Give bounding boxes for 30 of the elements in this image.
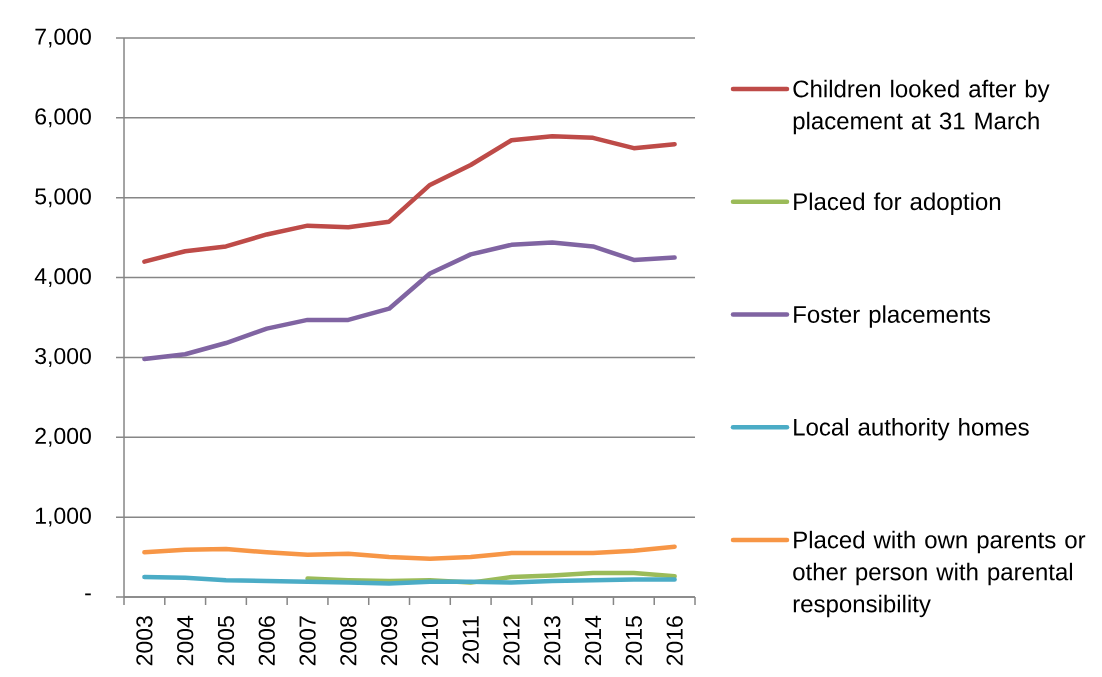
x-tick-label: 2007	[299, 616, 316, 666]
y-tick-label: 2,000	[35, 427, 91, 447]
y-tick-label: 6,000	[35, 108, 91, 128]
y-tick-label: 3,000	[35, 347, 91, 367]
y-tick-label: 1,000	[36, 507, 91, 527]
y-tick-label: 5,000	[35, 188, 91, 208]
line-series	[142, 133, 677, 264]
x-tick-label: 2011	[462, 616, 479, 664]
x-tick-label: 2003	[136, 616, 153, 666]
x-tick-label: 2005	[217, 616, 235, 666]
legend-label: Local authority homes	[794, 418, 1029, 441]
legend-label: Foster placements	[794, 305, 991, 328]
x-tick-label: 2009	[380, 616, 398, 666]
x-tick-label: 2015	[625, 616, 642, 666]
y-tick-label: -	[85, 593, 91, 596]
x-tick-label: 2014	[584, 615, 602, 666]
y-tick-label: 7,000	[35, 28, 91, 48]
x-tick-label: 2006	[258, 616, 275, 666]
x-tick-label: 2012	[503, 616, 520, 666]
line-series	[142, 574, 677, 586]
x-tick-label: 2010	[421, 616, 439, 666]
x-tick-label: 2008	[340, 616, 357, 666]
y-tick-label: 4,000	[34, 268, 91, 288]
legend-label: Placed with own parents or other person with parental responsibility	[793, 530, 1086, 618]
x-tick-label: 2004	[177, 615, 194, 666]
x-tick-label: 2016	[666, 616, 683, 666]
legend-label: Children looked after by placement at 31 March	[793, 79, 1050, 135]
x-tick-label: 2013	[544, 616, 561, 666]
line-series	[142, 240, 677, 362]
legend-label: Placed for adoption	[794, 192, 1001, 215]
